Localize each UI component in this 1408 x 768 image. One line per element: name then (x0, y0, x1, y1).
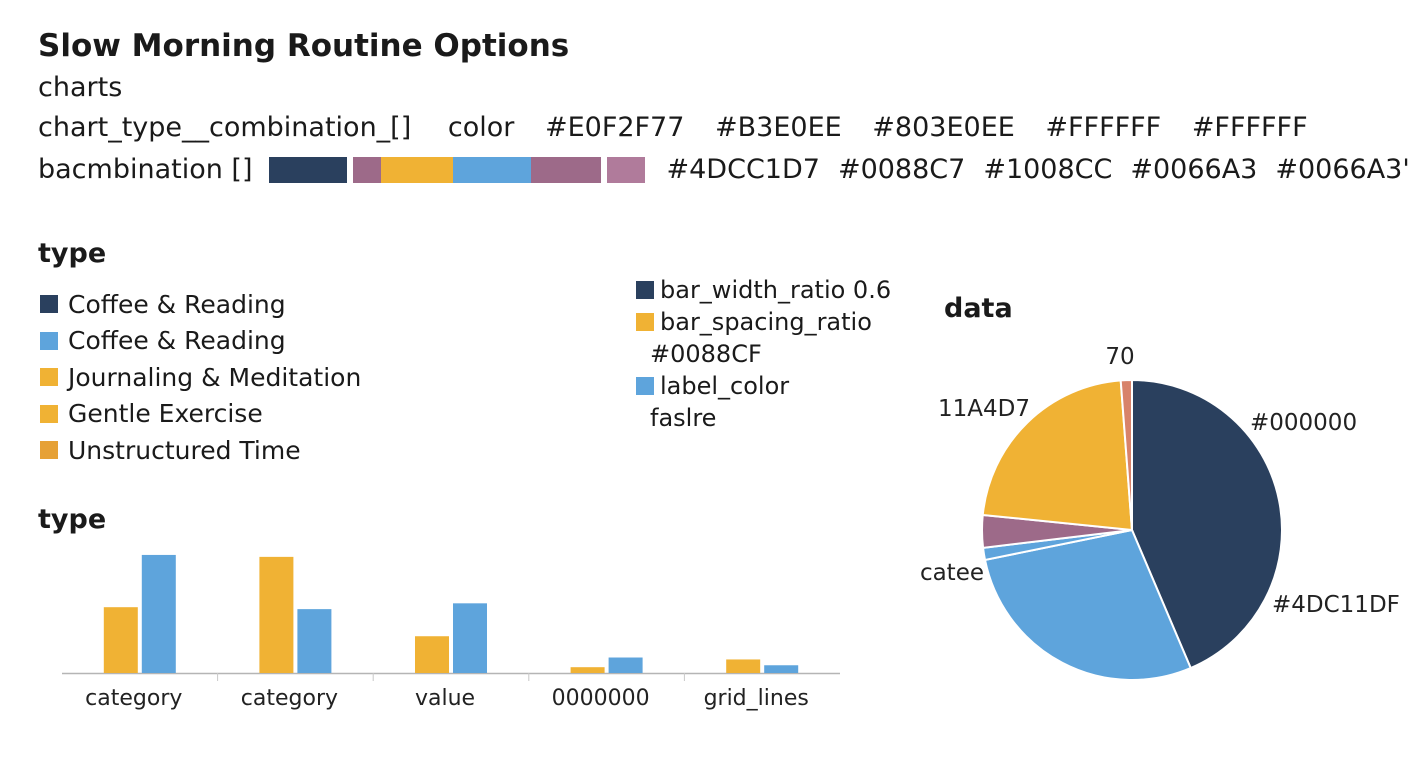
config-color-value: #E0F2F77 (544, 112, 685, 143)
palette-line: bacmbination [] #4DCC1D7 #0088C7 #1008CC… (38, 154, 1408, 185)
config-color-value: #B3E0EE (715, 112, 842, 143)
legend-swatch (40, 331, 58, 350)
x-tick-label: category (85, 686, 182, 711)
legend-item: Journaling & Meditation (40, 359, 361, 396)
bar-chart-heading: type (38, 504, 107, 535)
pie-label: 70 (1105, 344, 1134, 370)
palette-hex-value: #0088C7 (837, 154, 966, 185)
palette-swatch (530, 156, 601, 183)
bar (297, 609, 332, 673)
palette-hex-value: #1008CC (983, 154, 1113, 185)
legend-item: Unstructured Time (40, 432, 361, 469)
config-line: chart_type__combination_[] color #E0F2F7… (38, 112, 1330, 143)
option-label: bar_spacing_ratio (660, 308, 872, 336)
option-label: bar_width_ratio 0.6 (660, 276, 892, 304)
bar-chart: category category value 0000000 grid_lines (62, 554, 840, 711)
pie-label: #4DC11DF (1272, 592, 1400, 618)
pie-label: #000000 (1250, 410, 1357, 436)
bar (259, 556, 294, 673)
legend-swatch (40, 441, 58, 460)
option-label: label_color (660, 372, 790, 400)
palette-swatch (352, 156, 381, 183)
legend-swatch (40, 368, 58, 387)
legend-label: Unstructured Time (68, 435, 301, 465)
bar (570, 667, 605, 673)
palette-label: bacmbination [] (38, 154, 253, 185)
color-label: color (447, 112, 515, 143)
chart-type-label: chart_type__combination_[] (38, 112, 412, 143)
option-item: label_color (636, 370, 891, 402)
palette-swatch (606, 156, 645, 183)
bar (453, 603, 487, 673)
legend-swatch (40, 295, 58, 314)
option-sub-label: #0088CF (650, 340, 762, 368)
legend-label: Gentle Exercise (68, 399, 263, 429)
options-legend: bar_width_ratio 0.6 bar_spacing_ratio #008… (636, 274, 891, 434)
chart-subtitle: charts (38, 72, 123, 103)
x-tick-label: 0000000 (552, 686, 650, 711)
legend-label: Coffee & Reading (68, 326, 286, 356)
palette-hex-value: #0066A3'] (1275, 154, 1408, 185)
palette-swatch (268, 156, 347, 183)
pie-chart: 70 11A4D7 #000000 catee #4DC11DF (920, 344, 1400, 681)
config-color-value: #FFFFFF (1191, 112, 1308, 143)
legend-label: Coffee & Reading (68, 289, 286, 319)
option-item: bar_spacing_ratio (636, 306, 891, 338)
bar (103, 607, 138, 673)
legend-heading: type (38, 238, 107, 269)
legend-item: Gentle Exercise (40, 396, 361, 433)
palette-swatches (268, 156, 649, 183)
legend-label: Journaling & Meditation (68, 362, 362, 392)
option-swatch (636, 377, 654, 395)
bar (141, 554, 176, 673)
pie-slice (1119, 378, 1133, 531)
option-item: bar_width_ratio 0.6 (636, 274, 891, 306)
palette-hex-value: #4DCC1D7 (666, 154, 820, 185)
legend-item: Coffee & Reading (40, 323, 361, 360)
pie-chart-heading: data (944, 293, 1013, 324)
pie-label: 11A4D7 (938, 396, 1030, 422)
type-legend: Coffee & Reading Coffee & Reading Journali… (40, 286, 361, 469)
pie-slice (983, 528, 1193, 681)
palette-hex-value: #0066A3 (1130, 154, 1258, 185)
bar (726, 659, 761, 673)
config-color-value: #803E0EE (872, 112, 1015, 143)
pie-slice (981, 379, 1134, 532)
x-tick-label: category (241, 686, 338, 711)
chart-title: Slow Morning Routine Options (38, 28, 570, 64)
palette-swatch (380, 156, 453, 183)
legend-swatch (40, 404, 58, 423)
pie-label: catee (920, 560, 984, 586)
x-tick-label: value (415, 686, 475, 711)
option-swatch (636, 313, 654, 331)
option-sub-label: faslre (650, 404, 717, 432)
config-color-value: #FFFFFF (1045, 112, 1162, 143)
option-swatch (636, 281, 654, 299)
bar (415, 636, 449, 673)
x-tick-label: grid_lines (704, 686, 809, 711)
bar (764, 665, 799, 673)
palette-swatch (452, 156, 531, 183)
bar (608, 657, 643, 673)
legend-item: Coffee & Reading (40, 286, 361, 323)
pie-slice (1131, 378, 1283, 670)
